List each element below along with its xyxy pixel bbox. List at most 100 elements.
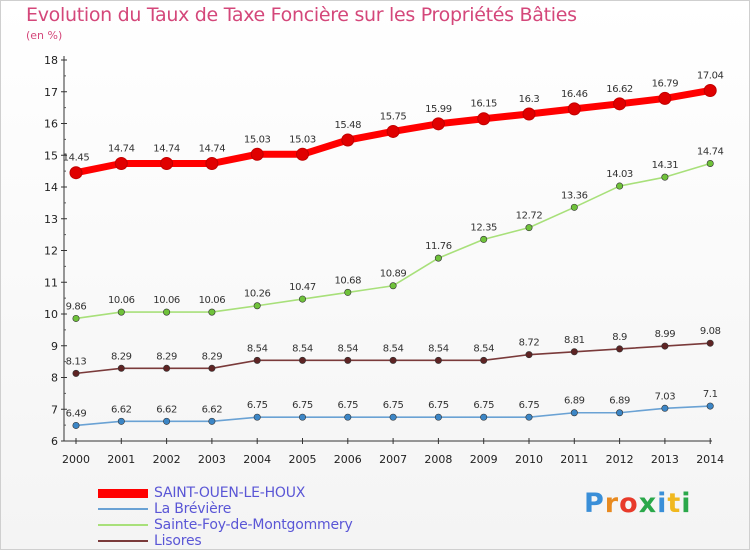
legend-label: Lisores xyxy=(154,533,202,549)
data-label: 6.75 xyxy=(383,400,404,411)
data-label: 10.06 xyxy=(153,295,180,306)
data-point xyxy=(208,364,216,372)
legend: SAINT-OUEN-LE-HOUX La Brévière Sainte-Fo… xyxy=(98,485,353,549)
x-tick-label: 2008 xyxy=(424,453,452,466)
data-point xyxy=(570,409,578,417)
data-label: 16.15 xyxy=(470,99,497,110)
data-label: 8.81 xyxy=(564,335,585,346)
legend-label: SAINT-OUEN-LE-HOUX xyxy=(154,485,306,501)
x-tick-label: 2002 xyxy=(153,453,181,466)
legend-label: Sainte-Foy-de-Montgommery xyxy=(154,517,353,533)
y-tick-label: 6 xyxy=(51,435,58,448)
data-label: 11.76 xyxy=(425,241,452,252)
data-label: 14.45 xyxy=(63,153,90,164)
legend-item-sainte-foy-de-montgommery: Sainte-Foy-de-Montgommery xyxy=(98,517,353,533)
data-point xyxy=(69,166,83,180)
data-point xyxy=(163,417,171,425)
data-point xyxy=(480,413,488,421)
data-label: 14.74 xyxy=(153,144,180,155)
data-point xyxy=(570,203,578,211)
data-point xyxy=(661,342,669,350)
data-label: 8.54 xyxy=(292,343,313,354)
data-point xyxy=(706,402,714,410)
data-point xyxy=(250,147,264,161)
x-tick-label: 2003 xyxy=(198,453,226,466)
data-label: 6.89 xyxy=(609,396,630,407)
data-label: 6.49 xyxy=(66,408,87,419)
data-point xyxy=(616,182,624,190)
data-point xyxy=(570,348,578,356)
data-point xyxy=(298,356,306,364)
data-point xyxy=(117,308,125,316)
data-point xyxy=(661,173,669,181)
data-point xyxy=(72,314,80,322)
data-label: 15.48 xyxy=(334,120,361,131)
data-label: 6.62 xyxy=(111,404,132,415)
data-label: 7.03 xyxy=(655,391,676,402)
data-label: 8.13 xyxy=(66,356,87,367)
y-tick-label: 17 xyxy=(44,86,58,99)
data-label: 6.75 xyxy=(519,400,540,411)
y-tick-label: 9 xyxy=(51,340,58,353)
data-label: 16.46 xyxy=(561,89,588,100)
data-point xyxy=(613,97,627,111)
data-label: 8.54 xyxy=(337,343,358,354)
data-point xyxy=(253,302,261,310)
x-tick-label: 2007 xyxy=(379,453,407,466)
proxiti-logo: Proxiti xyxy=(584,488,692,519)
data-label: 7.1 xyxy=(703,389,718,400)
data-label: 16.79 xyxy=(652,78,679,89)
data-point xyxy=(72,369,80,377)
data-point xyxy=(525,413,533,421)
data-label: 6.75 xyxy=(473,400,494,411)
x-tick-label: 2006 xyxy=(334,453,362,466)
data-label: 8.54 xyxy=(247,343,268,354)
data-label: 6.89 xyxy=(564,396,585,407)
legend-swatch xyxy=(98,488,148,498)
y-tick-label: 14 xyxy=(44,181,58,194)
data-label: 10.06 xyxy=(199,295,226,306)
data-label: 6.75 xyxy=(428,400,449,411)
data-point xyxy=(344,356,352,364)
data-label: 16.62 xyxy=(606,84,633,95)
y-tick-label: 13 xyxy=(44,213,58,226)
data-point xyxy=(434,356,442,364)
data-label: 12.72 xyxy=(516,211,543,222)
x-tick-label: 2005 xyxy=(289,453,317,466)
x-tick-label: 2009 xyxy=(470,453,498,466)
data-label: 15.03 xyxy=(289,134,316,145)
data-point xyxy=(160,157,174,171)
legend-item-saint-ouen-le-houx: SAINT-OUEN-LE-HOUX xyxy=(98,485,353,501)
data-point xyxy=(658,91,672,105)
x-tick-label: 2011 xyxy=(560,453,588,466)
chart-title: Evolution du Taux de Taxe Foncière sur l… xyxy=(26,4,577,26)
data-label: 14.74 xyxy=(108,144,135,155)
logo-letter: t xyxy=(667,488,682,519)
data-label: 14.74 xyxy=(199,144,226,155)
series-layer: 6.49 6.62 6.62 6.62 6.75 6.75 6.75 6.75 6.75 6.75… xyxy=(63,70,724,429)
data-point xyxy=(389,282,397,290)
x-tick-label: 2012 xyxy=(606,453,634,466)
data-label: 17.04 xyxy=(697,70,724,81)
data-label: 15.03 xyxy=(244,134,271,145)
data-label: 14.74 xyxy=(697,147,724,158)
data-label: 8.9 xyxy=(612,332,627,343)
data-point xyxy=(205,157,219,171)
data-point xyxy=(480,235,488,243)
y-tick-label: 16 xyxy=(44,118,58,131)
data-label: 14.31 xyxy=(652,160,679,171)
y-tick-label: 15 xyxy=(44,149,58,162)
data-label: 8.29 xyxy=(111,351,132,362)
data-label: 14.03 xyxy=(606,169,633,180)
data-point xyxy=(298,413,306,421)
data-point xyxy=(341,133,355,147)
data-label: 8.72 xyxy=(519,338,540,349)
y-tick-label: 18 xyxy=(44,54,58,67)
data-point xyxy=(616,345,624,353)
data-point xyxy=(208,417,216,425)
data-point xyxy=(386,124,400,138)
data-label: 10.89 xyxy=(380,269,407,280)
data-label: 15.99 xyxy=(425,104,452,115)
